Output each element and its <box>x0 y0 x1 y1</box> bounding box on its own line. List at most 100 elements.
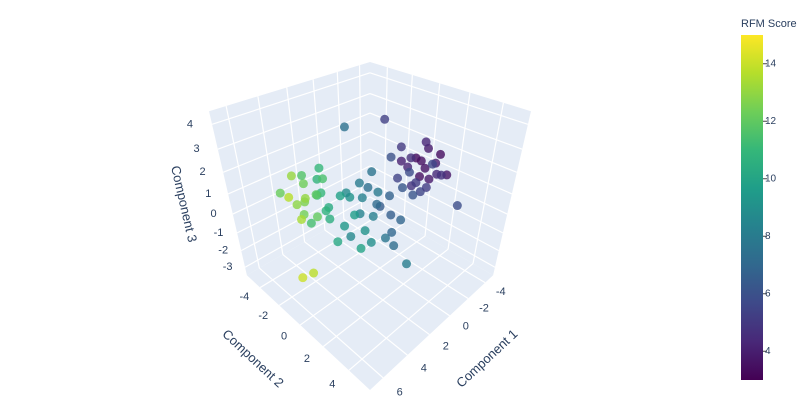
point <box>385 191 395 201</box>
y-tick-label: 0 <box>281 330 287 342</box>
point <box>396 215 406 225</box>
z-tick-label: -1 <box>214 227 224 239</box>
x-tick-label: 0 <box>463 321 469 333</box>
point <box>372 199 382 209</box>
point <box>275 188 285 198</box>
point <box>350 210 360 220</box>
grid-line <box>369 112 518 173</box>
point <box>436 149 446 159</box>
point <box>402 259 412 269</box>
point <box>333 237 343 247</box>
x-tick-label: 2 <box>443 341 449 353</box>
point <box>386 152 396 162</box>
point <box>421 137 431 147</box>
point <box>356 243 366 253</box>
grid-line <box>383 67 388 213</box>
z-tick-label: -3 <box>223 261 233 273</box>
point <box>420 163 430 173</box>
grid-line <box>211 72 371 125</box>
grid-line <box>312 79 326 231</box>
axis-title: Component 1 <box>453 326 520 390</box>
grid-line <box>217 92 371 150</box>
point <box>408 190 418 200</box>
colorbar-tick-label: 4 <box>765 346 771 357</box>
point <box>298 273 308 283</box>
point <box>339 122 349 132</box>
grid-line <box>227 131 371 195</box>
point <box>368 211 378 221</box>
point <box>357 193 367 203</box>
colorbar-tick-label: 6 <box>765 288 771 299</box>
point <box>416 156 426 166</box>
point <box>406 153 416 163</box>
y-tick-label: -4 <box>240 291 250 303</box>
grid <box>211 65 529 379</box>
point <box>452 201 462 211</box>
point <box>436 170 446 180</box>
grid-line <box>259 211 385 289</box>
z-tick-label: 3 <box>193 143 199 155</box>
point <box>396 156 406 166</box>
point <box>363 182 373 192</box>
z-tick-label: 0 <box>211 208 217 220</box>
x-tick-label: 4 <box>421 362 427 374</box>
panes <box>209 62 531 390</box>
colorbar-tick-label: 14 <box>765 58 777 69</box>
point <box>309 268 319 278</box>
point <box>360 226 370 236</box>
point <box>325 214 335 224</box>
colorbar-tick-label: 8 <box>765 231 771 242</box>
point <box>297 170 307 180</box>
colorbar <box>741 35 763 380</box>
point <box>380 114 390 124</box>
colorbar-title: RFM Score <box>741 18 797 30</box>
point <box>284 192 294 202</box>
point <box>314 163 324 173</box>
grid-line <box>348 263 474 371</box>
point <box>393 173 403 183</box>
grid-line <box>403 74 413 224</box>
point <box>297 214 307 224</box>
z-tick-label: -2 <box>218 245 228 257</box>
point <box>321 206 331 216</box>
point <box>387 227 397 237</box>
z-tick-label: 2 <box>200 166 206 178</box>
grid-line <box>369 165 504 234</box>
grid-line <box>322 248 449 347</box>
z-tick-label: 1 <box>205 188 211 200</box>
grid-line <box>244 196 371 268</box>
point <box>300 193 310 203</box>
point <box>427 159 437 169</box>
x-tick-label: 6 <box>397 386 403 398</box>
point <box>373 187 383 197</box>
point <box>286 171 296 181</box>
x-tick-label: -4 <box>496 286 506 298</box>
point <box>367 167 377 177</box>
point <box>340 221 350 231</box>
point <box>366 237 376 247</box>
point <box>421 182 431 192</box>
point <box>306 218 316 228</box>
point <box>424 174 434 184</box>
point <box>318 174 328 184</box>
z-tick-label: 4 <box>187 118 193 130</box>
axis-title: Component 3 <box>168 164 200 243</box>
point <box>411 178 421 188</box>
colorbar-tick-label: 10 <box>765 173 777 184</box>
point <box>335 191 345 201</box>
point <box>354 178 364 188</box>
point <box>311 190 321 200</box>
y-tick-label: 2 <box>304 353 310 365</box>
point <box>396 142 406 152</box>
point <box>386 210 396 220</box>
points <box>275 114 462 283</box>
point <box>312 212 322 222</box>
x-tick-label: -2 <box>479 303 489 315</box>
grid-line <box>369 131 513 195</box>
grid-line <box>299 235 426 326</box>
colorbar-tick-label: 12 <box>765 116 777 127</box>
point <box>346 231 356 241</box>
grid-line <box>369 196 496 268</box>
y-tick-label: 4 <box>329 379 335 391</box>
